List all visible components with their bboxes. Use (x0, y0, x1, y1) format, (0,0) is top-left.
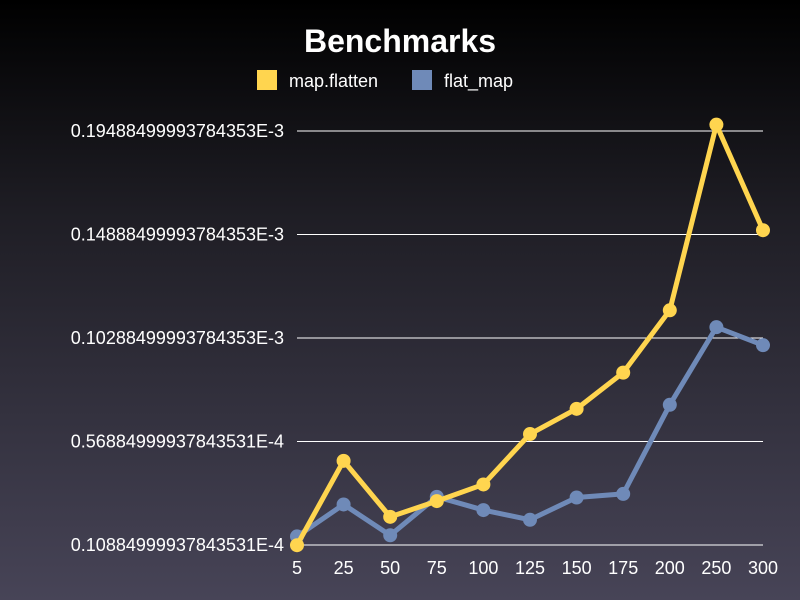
data-point (709, 117, 724, 132)
y-tick-label: 0.14888499993784353E-3 (71, 225, 284, 245)
data-point (662, 303, 677, 318)
x-tick-label: 175 (608, 558, 638, 578)
x-tick-label: 150 (562, 558, 592, 578)
series-group (290, 117, 770, 553)
legend-swatch (257, 70, 277, 90)
data-point (383, 528, 398, 543)
data-point (429, 494, 444, 509)
data-point (290, 538, 304, 553)
data-point (523, 512, 537, 527)
data-point (569, 401, 584, 416)
data-point (336, 497, 351, 512)
data-point (662, 397, 677, 412)
x-tick-label: 25 (334, 558, 354, 578)
data-point (383, 509, 398, 524)
data-point (336, 453, 351, 468)
data-point (756, 223, 770, 238)
data-point (523, 427, 537, 442)
data-point (616, 486, 631, 501)
y-axis-tick-labels: 0.10884999937843531E-4 0.5688499993784353… (71, 121, 284, 555)
data-point (476, 503, 491, 518)
x-tick-label: 250 (701, 558, 731, 578)
data-point (616, 365, 631, 380)
legend-label: flat_map (444, 71, 513, 92)
x-tick-label: 50 (380, 558, 400, 578)
gridlines (297, 130, 763, 546)
chart-title: Benchmarks (304, 23, 496, 59)
y-tick-label: 0.10884999937843531E-4 (71, 535, 284, 555)
x-tick-label: 100 (468, 558, 498, 578)
data-point (756, 338, 770, 353)
x-axis-tick-labels: 5 25 50 75 100 125 150 175 200 250 300 (292, 558, 778, 578)
y-tick-label: 0.19488499993784353E-3 (71, 121, 284, 141)
legend: map.flatten flat_map (257, 70, 513, 92)
x-tick-label: 300 (748, 558, 778, 578)
series-line (294, 122, 766, 548)
legend-label: map.flatten (289, 71, 378, 91)
data-point (709, 320, 724, 335)
x-tick-label: 125 (515, 558, 545, 578)
data-point (476, 477, 491, 492)
x-tick-label: 5 (292, 558, 302, 578)
y-tick-label: 0.10288499993784353E-3 (71, 328, 284, 348)
data-point (569, 490, 584, 505)
y-tick-label: 0.56884999937843531E-4 (71, 432, 284, 452)
legend-swatch (412, 70, 432, 90)
x-tick-label: 75 (427, 558, 447, 578)
x-tick-label: 200 (655, 558, 685, 578)
